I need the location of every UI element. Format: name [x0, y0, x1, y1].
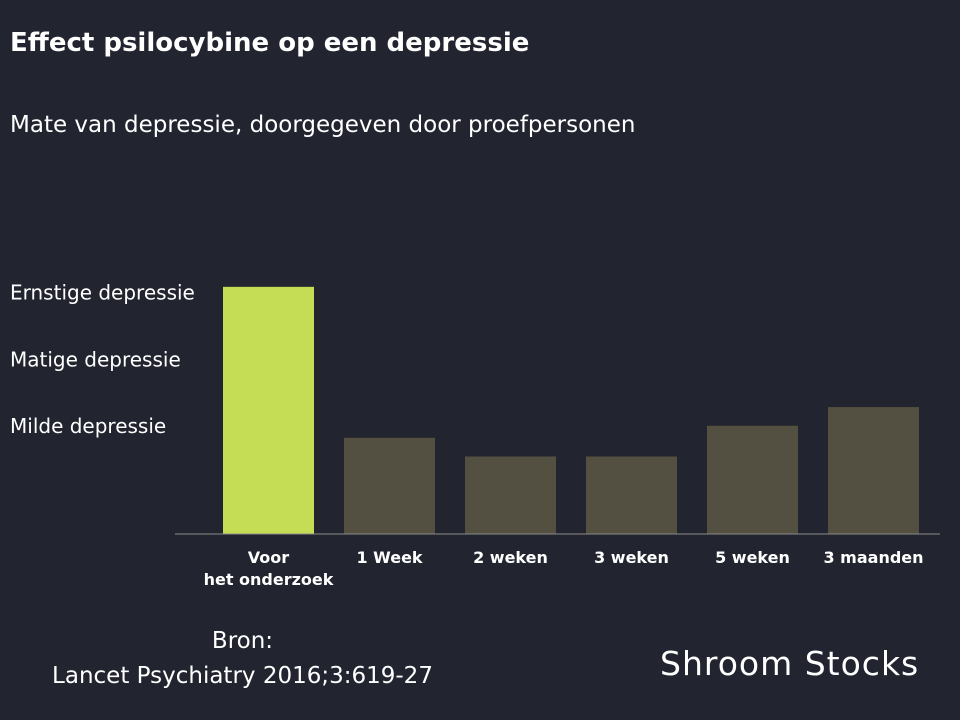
chart-subtitle: Mate van depressie, doorgegeven door pro… — [10, 112, 636, 138]
bar — [344, 437, 435, 534]
x-tick-label-line: 2 weken — [473, 548, 548, 567]
source-citation: Bron: Lancet Psychiatry 2016;3:619-27 — [0, 624, 485, 694]
bar — [223, 286, 314, 534]
x-tick-label: 1 Week — [356, 548, 422, 567]
band-label: Milde depressie — [10, 414, 166, 438]
x-tick-label-line: 1 Week — [356, 548, 422, 567]
brand-logo: Shroom Stocks — [660, 644, 920, 683]
band-labels: Ernstige depressie Matige depressie Milde … — [10, 281, 195, 439]
bar-chart: Ernstige depressie Matige depressie Milde … — [8, 281, 942, 589]
tick-labels: Voor het onderzoek 1 Week 2 weken 3 weken 5 w… — [204, 548, 924, 589]
x-tick-label-line: Voor — [248, 548, 289, 567]
x-tick-label: Voor het onderzoek — [204, 548, 334, 589]
x-tick-label-line: het onderzoek — [204, 570, 334, 589]
bar — [828, 407, 919, 534]
chart-title: Effect psilocybine op een depressie — [10, 28, 530, 58]
x-tick-label-line: 3 maanden — [823, 548, 923, 567]
x-tick-label-line: 3 weken — [594, 548, 669, 567]
source-text: Lancet Psychiatry 2016;3:619-27 — [52, 663, 433, 689]
x-tick-label-line: 5 weken — [715, 548, 790, 567]
x-tick-label: 2 weken — [473, 548, 548, 567]
band-label: Matige depressie — [10, 347, 181, 371]
x-tick-label: 3 weken — [594, 548, 669, 567]
x-tick-label: 5 weken — [715, 548, 790, 567]
x-tick-label: 3 maanden — [823, 548, 923, 567]
band-label: Ernstige depressie — [10, 281, 195, 305]
bar — [465, 456, 556, 534]
bar — [707, 425, 798, 534]
source-label: Bron: — [211, 628, 274, 654]
bars — [223, 286, 919, 534]
bar — [586, 456, 677, 534]
